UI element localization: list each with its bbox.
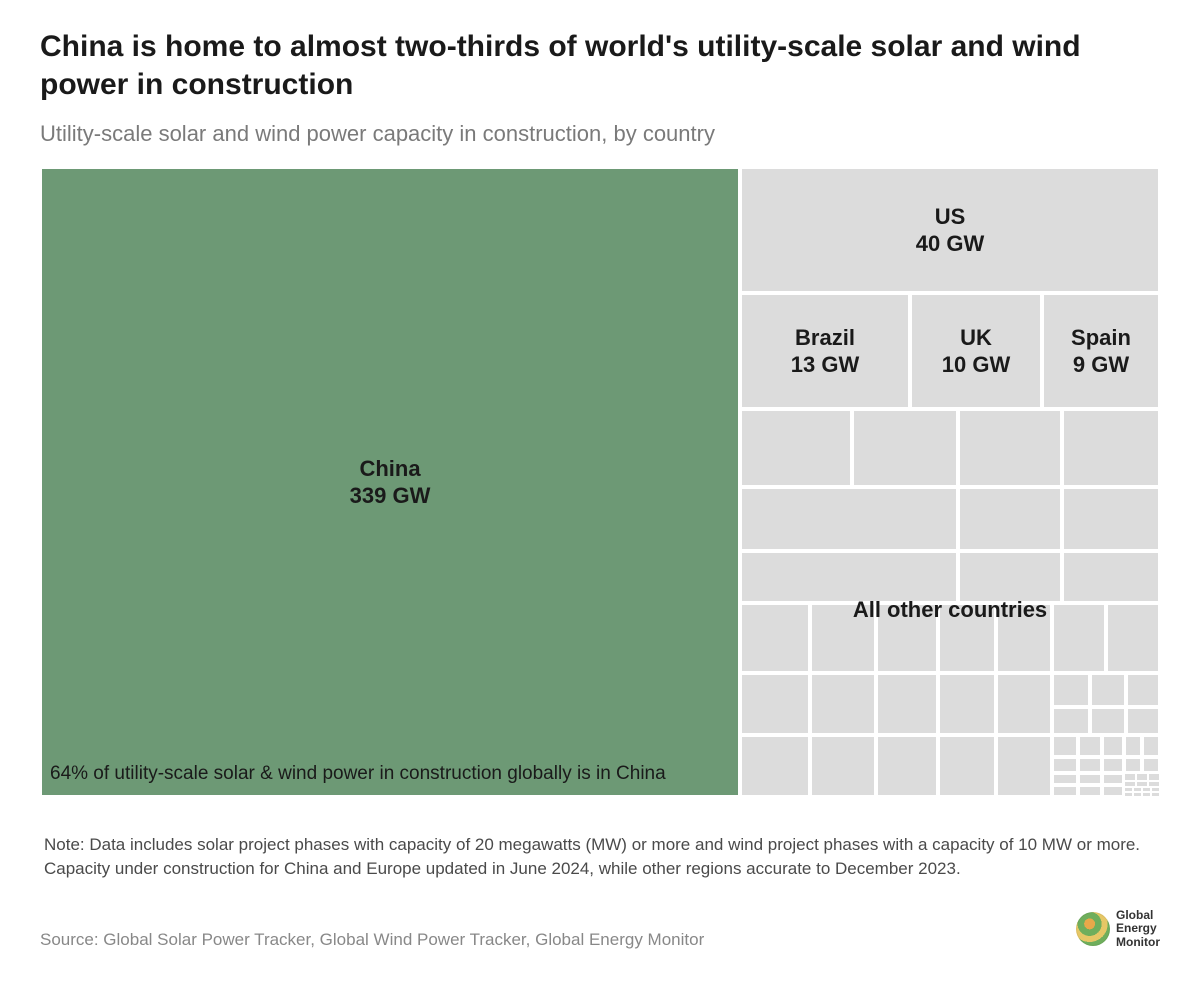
treemap-cell-other [1102, 735, 1124, 757]
treemap-cell-other [740, 603, 810, 673]
treemap-cell-other [958, 487, 1062, 551]
treemap-cell-other [996, 735, 1052, 797]
treemap-cell-other [1102, 773, 1124, 785]
chart-note: Note: Data includes solar project phases… [40, 833, 1160, 881]
treemap-cell-other [938, 673, 996, 735]
treemap-chart: China339 GW 64% of utility-scale solar & … [40, 167, 1160, 797]
treemap-cell-other [1052, 603, 1106, 673]
cell-country: China [359, 455, 420, 483]
cell-value: 40 GW [916, 230, 984, 258]
treemap-cell-other [1052, 735, 1078, 757]
chart-subtitle: Utility-scale solar and wind power capac… [40, 121, 1160, 147]
treemap-cell-other [740, 409, 852, 487]
treemap-cell-other [1052, 773, 1078, 785]
treemap-cell-us: US40 GW [740, 167, 1160, 293]
treemap-cell-other [1052, 673, 1090, 707]
cell-country: UK [960, 324, 992, 352]
treemap-cell-other [938, 603, 996, 673]
treemap-cell-other [740, 735, 810, 797]
treemap-cell-other [1062, 551, 1160, 603]
treemap-cell-other [1062, 487, 1160, 551]
treemap-cell-other [1136, 773, 1148, 781]
treemap-cell-other [996, 673, 1052, 735]
treemap-cell-other [1124, 773, 1136, 781]
globe-icon [1076, 912, 1110, 946]
cell-country: Spain [1071, 324, 1131, 352]
treemap-cell-other [996, 603, 1052, 673]
treemap-cell-other [852, 409, 958, 487]
treemap-cell-other [1078, 735, 1102, 757]
treemap-cell-other [958, 551, 1062, 603]
treemap-cell-other [810, 673, 876, 735]
treemap-cell-other [810, 603, 876, 673]
china-footnote: 64% of utility-scale solar & wind power … [50, 763, 666, 785]
logo-line2: Energy [1116, 922, 1160, 936]
logo-line3: Monitor [1116, 936, 1160, 950]
cell-value: 10 GW [942, 351, 1010, 379]
treemap-cell-other [1124, 757, 1142, 773]
treemap-cell-other [1124, 792, 1133, 797]
treemap-cell-other [876, 603, 938, 673]
treemap-cell-other [1090, 707, 1126, 735]
treemap-cell-other [1078, 757, 1102, 773]
treemap-cell-other [876, 735, 938, 797]
cell-value: 9 GW [1073, 351, 1129, 379]
treemap-cell-other [1106, 603, 1160, 673]
treemap-cell-brazil: Brazil13 GW [740, 293, 910, 409]
treemap-cell-other [1124, 735, 1142, 757]
treemap-cell-other [1126, 707, 1160, 735]
treemap-cell-other [1133, 792, 1142, 797]
treemap-cell-other [1052, 757, 1078, 773]
treemap-cell-other [958, 409, 1062, 487]
treemap-cell-other [1078, 773, 1102, 785]
treemap-cell-other [938, 735, 996, 797]
logo-line1: Global [1116, 909, 1160, 923]
treemap-cell-other [1151, 792, 1160, 797]
chart-footer: Source: Global Solar Power Tracker, Glob… [40, 909, 1160, 950]
treemap-cell-other [1062, 409, 1160, 487]
treemap-cell-other [1052, 707, 1090, 735]
treemap-cell-other [740, 551, 958, 603]
gem-logo: Global Energy Monitor [1076, 909, 1160, 950]
treemap-cell-china: China339 GW 64% of utility-scale solar & … [40, 167, 740, 797]
treemap-cell-other [1142, 792, 1151, 797]
treemap-cell-other [740, 673, 810, 735]
treemap-cell-other [740, 487, 958, 551]
chart-title: China is home to almost two-thirds of wo… [40, 28, 1160, 103]
treemap-cell-other [1142, 757, 1160, 773]
source-text: Source: Global Solar Power Tracker, Glob… [40, 930, 704, 950]
treemap-cell-other [876, 673, 938, 735]
treemap-cell-other [1142, 735, 1160, 757]
cell-country: US [935, 203, 966, 231]
treemap-cell-other [1102, 785, 1124, 797]
cell-value: 13 GW [791, 351, 859, 379]
treemap-cell-other [1148, 773, 1160, 781]
treemap-cell-uk: UK10 GW [910, 293, 1042, 409]
cell-value: 339 GW [350, 482, 431, 510]
treemap-cell-other [1102, 757, 1124, 773]
treemap-cell-spain: Spain9 GW [1042, 293, 1160, 409]
treemap-cell-other [810, 735, 876, 797]
treemap-cell-other [1078, 785, 1102, 797]
logo-text: Global Energy Monitor [1116, 909, 1160, 950]
treemap-cell-other [1052, 785, 1078, 797]
treemap-cell-other [1090, 673, 1126, 707]
cell-country: Brazil [795, 324, 855, 352]
treemap-cell-other [1126, 673, 1160, 707]
